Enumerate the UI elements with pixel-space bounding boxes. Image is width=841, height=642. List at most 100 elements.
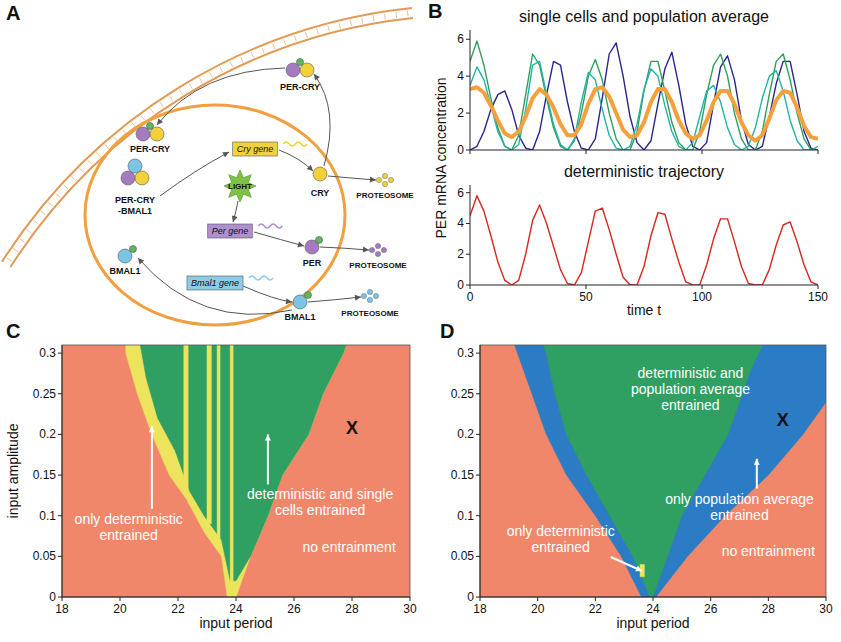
- node-label: -BMAL1: [118, 206, 152, 216]
- line: [470, 61, 818, 150]
- x-tick: [352, 597, 353, 601]
- membrane-lipid: [306, 32, 308, 38]
- arrow: [611, 557, 642, 571]
- y-tick-label: 0: [457, 278, 464, 292]
- node-label: LIGHT: [228, 182, 252, 191]
- y-tick-label: 0.3: [457, 346, 474, 360]
- membrane-lipid: [48, 202, 53, 206]
- y-tick: [58, 393, 62, 394]
- diagram-arrow: [138, 258, 292, 314]
- node-label: PROTEOSOME: [341, 309, 399, 318]
- protein: [297, 59, 304, 66]
- arrow-line: [611, 557, 642, 571]
- diagram-arrow: [328, 176, 376, 180]
- region: [184, 345, 188, 491]
- fragment: [367, 289, 372, 294]
- x-tick: [818, 150, 819, 154]
- membrane-lipid: [41, 211, 46, 215]
- node-label: PROTEOSOME: [349, 261, 407, 270]
- annotation-line: entrained: [100, 527, 158, 543]
- fragment: [373, 293, 378, 298]
- x-tick: [586, 150, 587, 154]
- annotation-line: no entrainment: [302, 539, 396, 555]
- arrow-head: [635, 566, 642, 571]
- protein: [130, 246, 137, 253]
- node-label: BMAL1: [285, 312, 316, 322]
- y-tick: [466, 223, 470, 224]
- membrane-lipid: [160, 102, 163, 107]
- nucleus: [85, 105, 345, 325]
- arrow-line: [151, 426, 153, 509]
- annotation-line: no entrainment: [722, 543, 816, 559]
- x-tick: [62, 597, 63, 601]
- y-tick-label: 0: [49, 590, 56, 604]
- protein: [147, 123, 154, 130]
- frame: [480, 345, 826, 597]
- membrane-lipid: [132, 122, 136, 127]
- arrow-head: [314, 74, 320, 81]
- y-tick: [466, 192, 470, 193]
- node-label: PER-CRY: [130, 144, 170, 154]
- protein: [128, 159, 142, 173]
- y-tick: [58, 353, 62, 354]
- y-tick-label: 2: [457, 106, 464, 120]
- fragment: [382, 181, 387, 186]
- region-group: [62, 345, 410, 597]
- fragment: [381, 247, 386, 252]
- x-tick: [818, 285, 819, 289]
- y-tick-label: 0.15: [33, 468, 57, 482]
- arrow-head: [286, 298, 292, 304]
- line: [470, 87, 818, 141]
- region: [515, 345, 826, 597]
- gene-box: [233, 142, 278, 156]
- y-tick-label: 2: [457, 247, 464, 261]
- membrane-lipid: [150, 109, 153, 114]
- annotation-line: only deterministic: [507, 523, 615, 539]
- x-tick-label: 28: [345, 602, 359, 616]
- x-tick: [702, 150, 703, 154]
- x-tick-label: 28: [762, 602, 776, 616]
- arrow: [265, 434, 271, 484]
- annotation-line: only deterministic: [75, 511, 183, 527]
- region: [217, 345, 220, 540]
- x-tick-label: 150: [808, 290, 828, 304]
- x-tick-label: 20: [113, 602, 127, 616]
- membrane-lipid: [273, 43, 275, 49]
- arrow-head: [138, 258, 144, 265]
- arrow-head: [297, 242, 304, 248]
- x-tick: [595, 597, 596, 601]
- node-label: PROTEOSOME: [356, 191, 414, 200]
- y-tick-label: 0.05: [33, 549, 57, 563]
- diagram-arrow: [243, 286, 292, 302]
- x-tick-label: 30: [403, 602, 417, 616]
- fragment: [375, 251, 380, 256]
- membrane-lipid: [141, 115, 145, 120]
- y-tick-label: 6: [457, 32, 464, 46]
- membrane-lipid: [328, 26, 330, 32]
- membrane-lipid: [96, 152, 100, 156]
- x-tick: [410, 597, 411, 601]
- diagram-arrow: [160, 152, 229, 196]
- diagram-arrow: [157, 68, 285, 125]
- x-tick-label: 24: [646, 602, 660, 616]
- y-axis: [470, 185, 471, 285]
- gene-label: Cry gene: [237, 144, 274, 154]
- diagram-arrow: [308, 297, 361, 302]
- region: [480, 345, 826, 597]
- arrow-line: [267, 434, 269, 484]
- membrane-lipid: [170, 96, 173, 101]
- x-tick-label: 26: [287, 602, 301, 616]
- membrane-lipid: [241, 57, 243, 62]
- x-tick: [236, 597, 237, 601]
- chart-2: 1820222426283000.050.10.150.20.250.3Cinp…: [5, 320, 417, 631]
- membrane-lipid: [395, 12, 397, 18]
- node-label: PER: [303, 258, 322, 268]
- y-tick: [466, 254, 470, 255]
- membrane-lipid: [220, 67, 223, 72]
- figure: PER-CRYPER-CRYCRYPERBMAL1BMAL1PER-CRY-BM…: [0, 0, 841, 642]
- annotation-line: entrained: [710, 507, 768, 523]
- x-label: input period: [199, 615, 272, 631]
- x-tick: [480, 597, 481, 601]
- x-tick-label: 50: [579, 290, 593, 304]
- y-tick: [476, 475, 480, 476]
